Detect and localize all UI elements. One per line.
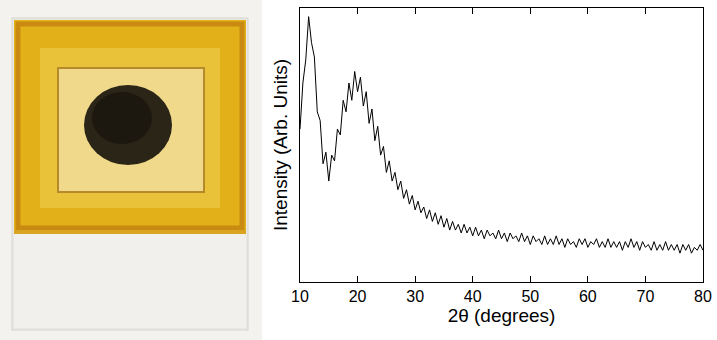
svg-text:50: 50 <box>521 288 539 305</box>
svg-text:60: 60 <box>579 288 597 305</box>
svg-text:80: 80 <box>694 288 712 305</box>
svg-text:30: 30 <box>406 288 424 305</box>
svg-text:40: 40 <box>464 288 482 305</box>
svg-text:20: 20 <box>349 288 367 305</box>
svg-text:Intensity (Arb. Units): Intensity (Arb. Units) <box>270 59 291 231</box>
svg-text:10: 10 <box>291 288 309 305</box>
svg-text:70: 70 <box>637 288 655 305</box>
svg-text:2θ (degrees): 2θ (degrees) <box>448 305 556 326</box>
